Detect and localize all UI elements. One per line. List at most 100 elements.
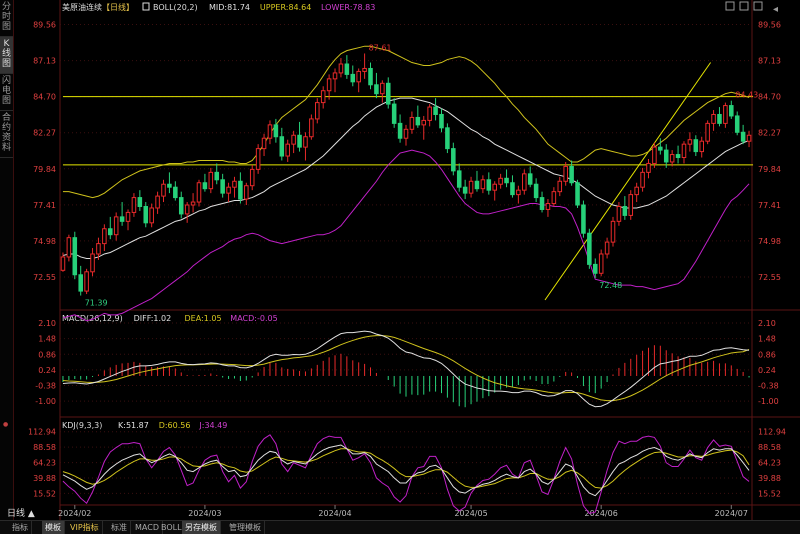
candle-body [96,243,101,255]
price-tick-right: 79.84 [758,165,781,174]
macd-dea-line [62,335,750,402]
candle-body [522,173,527,191]
macd-tick-left: -1.00 [35,397,56,406]
tab-1[interactable]: 模板 [42,521,65,534]
macd-tick-left: 0.24 [38,366,56,375]
bottom-toolbar: 指标 模板 VIP指标 标准 MACD BOLL 另存模板 管理模板 [0,520,800,534]
candle-body [125,211,131,222]
macd-tick-right: 1.48 [758,335,776,344]
candle-body [669,154,675,163]
candle-body [155,195,160,209]
price-tick-left: 77.41 [33,201,56,210]
candle-body [90,253,95,273]
kdj-k-line [62,444,750,497]
candle-body [646,162,651,173]
candle-body [285,143,290,157]
candle-body [604,241,610,255]
candle-body [143,205,149,224]
kdj-tick-left: 112.94 [28,428,56,437]
candle-body [220,179,225,194]
sidebar-item-2[interactable]: 闪电图 [0,74,13,111]
sidebar-item-3[interactable]: 合约资料 [0,111,13,158]
boll-mid-line [62,97,750,259]
kdj-j-line [62,434,750,514]
price-tick-left: 74.98 [33,237,56,246]
tab-0[interactable]: 指标 [9,521,32,534]
price-tick-right: 84.70 [758,93,781,102]
candle-body [439,113,444,129]
candle-body [675,154,681,159]
candle-body [66,237,72,258]
price-annotation: 84.43 [735,91,758,100]
legend-indicator: MACD(26,12,9) [62,314,123,323]
candle-body [581,204,586,234]
legend-indicator: BOLL(20,2) [153,3,198,12]
candle-body [587,232,592,265]
kdj-tick-left: 64.23 [33,459,56,468]
candle-body [628,194,634,216]
tab-7[interactable]: 管理模板 [226,521,265,534]
trendline [544,62,712,301]
candle-body [202,182,208,190]
candle-body [362,67,367,72]
candle-body [326,78,332,92]
candle-body [705,122,710,142]
candle-body [563,165,568,182]
price-tick-left: 82.27 [33,129,56,138]
candle-body [309,118,314,138]
candle-body [557,180,563,193]
tab-6[interactable]: 另存模板 [182,521,221,534]
tab-2[interactable]: VIP指标 [67,521,103,534]
candle-body [238,180,243,200]
candle-body [356,70,361,83]
price-tick-left: 87.13 [33,57,56,66]
candle-body [569,165,574,184]
candle-body [107,228,113,236]
candle-body [533,183,539,199]
legend-item: D:60.56 [159,421,191,430]
sidebar-item-0[interactable]: 分时图 [0,0,13,37]
candle-body [456,170,462,188]
price-tick-right: 82.27 [758,129,781,138]
price-tick-right: 72.55 [758,273,781,282]
minimize-icon [739,1,749,11]
candle-body [119,216,125,222]
period-badge: 【日线】 [102,2,134,12]
candle-body [433,106,438,115]
macd-tick-right: 0.86 [758,350,776,359]
x-tick-label: 2024/05 [454,509,487,518]
price-tick-left: 89.56 [33,21,56,30]
candle-body [545,203,551,210]
legend-indicator: KDJ(9,3,3) [62,421,102,430]
candle-body [610,220,616,243]
candle-body [149,207,154,224]
candle-body [474,180,480,190]
candle-body [102,228,107,245]
candle-body [320,90,326,104]
candle-body [486,179,492,191]
chart-canvas: 89.56 89.56 87.13 87.13 84.70 84.70 82.27 82.27… [3,0,800,520]
candle-body [226,186,231,194]
macd-tick-left: 0.86 [38,350,56,359]
candle-body [84,271,89,292]
price-tick-right: 77.41 [758,201,781,210]
candle-body [332,72,338,80]
period-label[interactable]: 日线 ▲ [7,509,35,519]
candle-body [681,143,687,159]
candle-body [451,148,456,172]
macd-tick-right: -0.38 [758,382,779,391]
candle-body [516,189,521,196]
tab-3[interactable]: 标准 [108,521,131,534]
macd-tick-right: 0.24 [758,366,776,375]
candle-body [178,197,184,215]
candle-body [622,205,628,216]
tab-4[interactable]: MACD [132,521,163,534]
price-tick-right: 87.13 [758,57,781,66]
candle-body [315,102,320,120]
candle-body [173,186,178,199]
legend-item: DEA:1.05 [185,314,222,323]
candle-body [279,136,285,157]
candle-body [368,67,373,86]
price-tick-right: 89.56 [758,21,781,30]
